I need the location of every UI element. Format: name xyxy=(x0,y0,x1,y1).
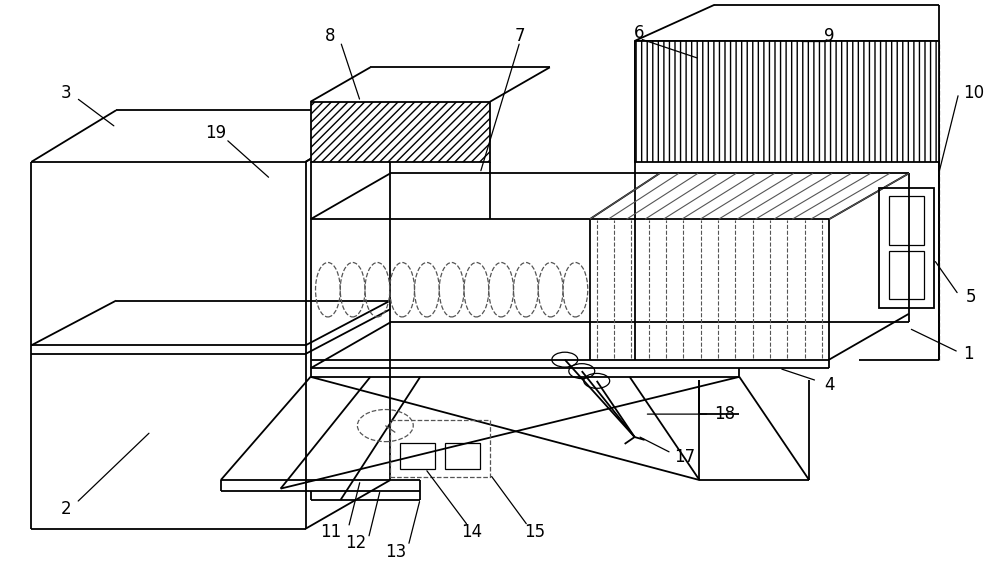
Text: 19: 19 xyxy=(205,124,226,142)
Bar xyxy=(879,188,934,308)
Text: 10: 10 xyxy=(963,84,984,102)
Text: 7: 7 xyxy=(515,26,525,45)
Bar xyxy=(311,102,490,162)
Bar xyxy=(400,443,435,468)
Bar xyxy=(445,443,480,468)
Text: 2: 2 xyxy=(61,500,72,518)
Text: 6: 6 xyxy=(634,24,645,42)
Text: 3: 3 xyxy=(61,84,72,102)
Text: 13: 13 xyxy=(385,543,406,560)
Text: 9: 9 xyxy=(824,26,834,45)
Text: 15: 15 xyxy=(524,522,545,541)
Text: 14: 14 xyxy=(462,522,483,541)
Text: 8: 8 xyxy=(325,26,336,45)
Bar xyxy=(889,196,924,245)
Bar xyxy=(390,420,490,477)
Text: 11: 11 xyxy=(320,522,341,541)
Text: 1: 1 xyxy=(963,345,974,363)
Text: 4: 4 xyxy=(824,377,834,395)
Bar xyxy=(635,41,939,162)
Text: 12: 12 xyxy=(345,534,366,552)
Bar xyxy=(889,251,924,300)
Text: 5: 5 xyxy=(965,287,976,306)
Text: 18: 18 xyxy=(714,405,735,423)
Text: 17: 17 xyxy=(674,448,695,466)
